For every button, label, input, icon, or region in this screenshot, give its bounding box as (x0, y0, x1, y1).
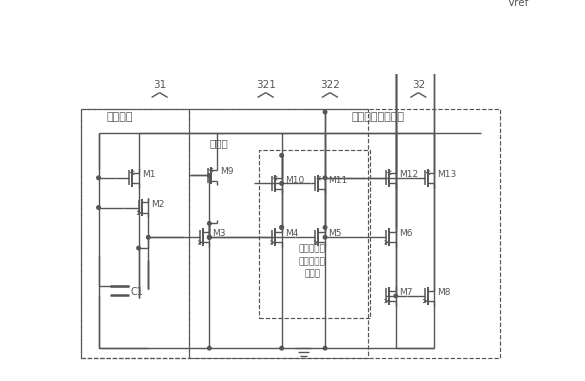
Circle shape (432, 1, 436, 5)
Text: 基准电流产生电路: 基准电流产生电路 (352, 112, 405, 122)
Text: M5: M5 (328, 229, 342, 239)
Circle shape (324, 346, 327, 350)
Text: M8: M8 (438, 288, 451, 297)
Circle shape (394, 40, 398, 43)
Circle shape (97, 176, 100, 179)
Text: M12: M12 (399, 170, 418, 179)
Text: M10: M10 (285, 176, 304, 184)
Text: 322: 322 (320, 80, 340, 90)
Circle shape (280, 226, 283, 229)
Bar (259, 150, 370, 318)
Circle shape (146, 235, 150, 239)
Text: M13: M13 (438, 170, 457, 179)
Text: M7: M7 (399, 288, 412, 297)
Circle shape (208, 235, 211, 239)
Circle shape (280, 182, 283, 185)
Bar (190, 109, 368, 358)
Circle shape (208, 346, 211, 350)
Text: M11: M11 (328, 176, 347, 184)
Circle shape (280, 346, 283, 350)
Text: 主电路: 主电路 (209, 138, 228, 148)
Text: C1: C1 (130, 287, 143, 297)
Text: M6: M6 (399, 229, 412, 239)
Circle shape (394, 294, 398, 298)
Circle shape (208, 235, 211, 239)
Circle shape (208, 235, 211, 239)
Text: M2: M2 (152, 200, 165, 209)
Circle shape (280, 226, 283, 229)
Text: M9: M9 (221, 168, 234, 176)
Text: Vref: Vref (508, 0, 529, 8)
Circle shape (394, 40, 398, 43)
Circle shape (208, 174, 211, 177)
Text: 321: 321 (256, 80, 276, 90)
Circle shape (137, 246, 140, 250)
Circle shape (394, 1, 398, 5)
Text: 差分输入单
端输出运算
放大器: 差分输入单 端输出运算 放大器 (299, 244, 326, 279)
Circle shape (324, 176, 327, 179)
Circle shape (324, 235, 327, 239)
Circle shape (208, 222, 211, 225)
Text: 启动电路: 启动电路 (106, 112, 133, 122)
Text: M3: M3 (212, 229, 226, 239)
Circle shape (324, 226, 327, 229)
Text: 32: 32 (412, 80, 425, 90)
Bar (81, 109, 500, 358)
Text: 31: 31 (153, 80, 166, 90)
Circle shape (97, 206, 100, 209)
Bar (81, 109, 190, 358)
Circle shape (324, 110, 327, 114)
Text: M4: M4 (285, 229, 298, 239)
Text: M1: M1 (142, 170, 156, 179)
Circle shape (280, 154, 283, 157)
